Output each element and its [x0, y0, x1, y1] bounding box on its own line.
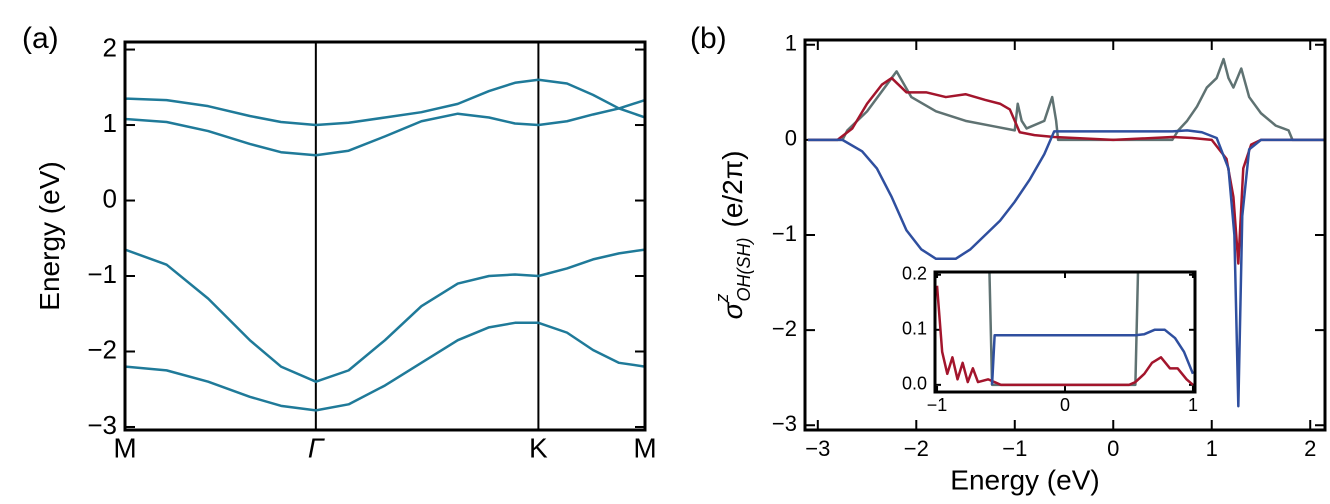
panel: −3 −2 −1 0 1 2 M Γ K M (a) Energy (eV) — [22, 22, 657, 463]
x-tick-label: M — [633, 432, 656, 463]
y-tick-label: 0 — [103, 183, 117, 213]
x-tick-label: M — [113, 432, 136, 463]
axes-frame — [803, 38, 1327, 432]
y-axis-label-unit: (e/2π) — [717, 151, 748, 228]
panel-label: (a) — [22, 22, 59, 55]
y-axis-label-main: σ — [717, 301, 748, 319]
x-tick-label: 1 — [1188, 395, 1198, 415]
series-group — [935, 272, 1195, 387]
y-axis-label: Energy (eV) — [34, 161, 65, 310]
series-line — [125, 248, 645, 383]
y-tick-label: −2 — [87, 334, 117, 364]
y-axis-label-main: Energy (eV) — [34, 161, 65, 310]
y-axis-label-sub: OH(SH) — [734, 238, 754, 302]
y-axis-label: σz OH(SH) (e/2π) — [712, 151, 754, 320]
y-tick-label: 2 — [103, 32, 117, 62]
series-line — [125, 98, 645, 157]
y-tick-label: 0.2 — [902, 264, 927, 284]
y-tick-label: −1 — [772, 221, 797, 246]
series-group — [125, 78, 645, 412]
axes-frame — [933, 270, 1197, 394]
y-tick-label: 0.0 — [902, 374, 927, 394]
x-tick-label: 1 — [1206, 436, 1218, 461]
x-tick-label: 0 — [1107, 436, 1119, 461]
y-tick-label: −3 — [87, 410, 117, 440]
series-line — [125, 321, 645, 412]
y-tick-label: 0 — [785, 126, 797, 151]
series-group — [807, 57, 1325, 408]
series-line — [807, 76, 1325, 265]
x-tick-label: K — [529, 432, 548, 463]
x-tick-label: 2 — [1304, 436, 1316, 461]
axes-frame — [123, 40, 647, 432]
y-axis-label-sup: z — [712, 294, 732, 304]
series-line — [935, 285, 1194, 387]
series-line — [125, 78, 645, 127]
y-tick-label: 1 — [103, 108, 117, 138]
series-line — [807, 129, 1325, 408]
x-tick-label: −1 — [927, 395, 948, 415]
x-tick-label: −2 — [904, 436, 929, 461]
y-tick-label: 0.1 — [902, 319, 927, 339]
y-tick-label: −3 — [772, 411, 797, 436]
y-tick-label: 1 — [785, 31, 797, 56]
panel: 0.0 0.1 0.2 −1 0 1 — [902, 264, 1198, 415]
x-tick-label: 0 — [1060, 395, 1070, 415]
series-line — [990, 328, 1195, 385]
series-line — [807, 57, 1325, 142]
x-tick-label: Γ — [308, 432, 325, 463]
x-axis-label: Energy (eV) — [950, 464, 1099, 495]
panel: −3 −2 −1 0 1 −3 −2 −1 0 1 2 (b) Energy (eV) σz OH(SH) (… — [690, 22, 1327, 495]
x-tick-label: −3 — [805, 436, 830, 461]
x-tick-label: −1 — [1002, 436, 1027, 461]
y-tick-label: −2 — [772, 316, 797, 341]
panel-label: (b) — [690, 22, 727, 55]
y-tick-label: −1 — [87, 259, 117, 289]
